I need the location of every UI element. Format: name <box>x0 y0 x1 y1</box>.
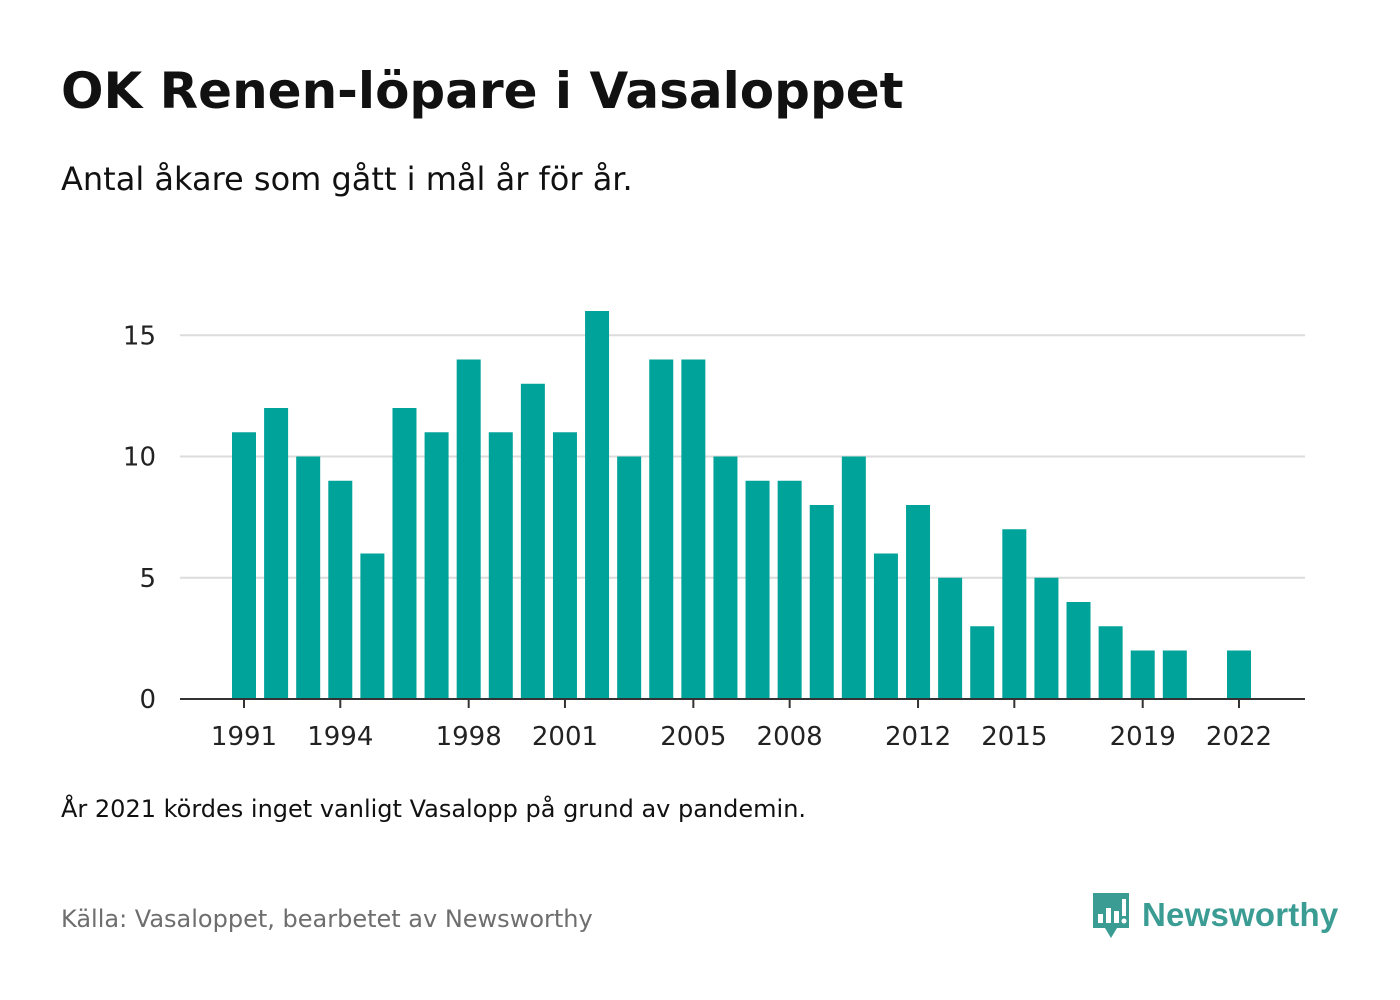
bar-2015 <box>1002 529 1027 699</box>
x-tick-label: 1998 <box>436 722 502 752</box>
bar-2020 <box>1162 650 1187 699</box>
x-tick-label: 2001 <box>532 722 598 752</box>
y-tick-label: 15 <box>123 321 156 351</box>
x-tick-label: 2019 <box>1110 722 1176 752</box>
footnote: År 2021 kördes inget vanligt Vasalopp på… <box>61 795 807 823</box>
bar-2001 <box>552 432 577 699</box>
bar-1998 <box>456 359 481 699</box>
y-tick-label: 5 <box>139 564 156 594</box>
bar-2022 <box>1227 650 1251 699</box>
bar-1999 <box>488 432 513 699</box>
chart-subtitle: Antal åkare som gått i mål år för år. <box>61 160 633 198</box>
bar-2011 <box>873 553 898 699</box>
bar-2000 <box>520 383 545 699</box>
x-tick-label: 1994 <box>307 722 373 752</box>
y-tick-label: 10 <box>123 443 156 473</box>
source-credit: Källa: Vasaloppet, bearbetet av Newswort… <box>61 905 593 933</box>
bar-1996 <box>392 408 417 699</box>
bar-2016 <box>1034 577 1059 699</box>
bar-2017 <box>1066 602 1091 699</box>
bar-2004 <box>649 359 674 699</box>
bar-2014 <box>970 626 995 699</box>
x-tick-label: 2022 <box>1206 722 1272 752</box>
x-tick-label: 2005 <box>660 722 726 752</box>
bar-1993 <box>296 456 321 699</box>
bar-1991 <box>232 432 256 699</box>
x-tick-label: 2008 <box>757 722 823 752</box>
bar-2019 <box>1130 650 1155 699</box>
bar-2010 <box>841 456 866 699</box>
bar-2012 <box>906 505 931 699</box>
bar-2013 <box>938 577 963 699</box>
bar-1992 <box>264 408 289 699</box>
brand-logo: Newsworthy <box>1090 890 1338 940</box>
bar-1995 <box>360 553 385 699</box>
bar-2007 <box>745 480 770 699</box>
bar-1997 <box>424 432 449 699</box>
bar-2008 <box>777 480 802 699</box>
bar-2002 <box>585 311 610 699</box>
bar-2018 <box>1098 626 1123 699</box>
x-tick-label: 2012 <box>885 722 951 752</box>
brand-name: Newsworthy <box>1142 896 1339 933</box>
bar-2006 <box>713 456 738 699</box>
x-tick-label: 2015 <box>981 722 1047 752</box>
bar-2009 <box>809 505 834 699</box>
x-tick-label: 1991 <box>211 722 277 752</box>
chart-title: OK Renen-löpare i Vasaloppet <box>61 62 904 120</box>
y-tick-label: 0 <box>139 685 156 715</box>
bar-1994 <box>328 480 353 699</box>
bar-2003 <box>617 456 642 699</box>
bar-2005 <box>681 359 706 699</box>
newsworthy-chart-bubble-icon <box>1093 893 1129 938</box>
